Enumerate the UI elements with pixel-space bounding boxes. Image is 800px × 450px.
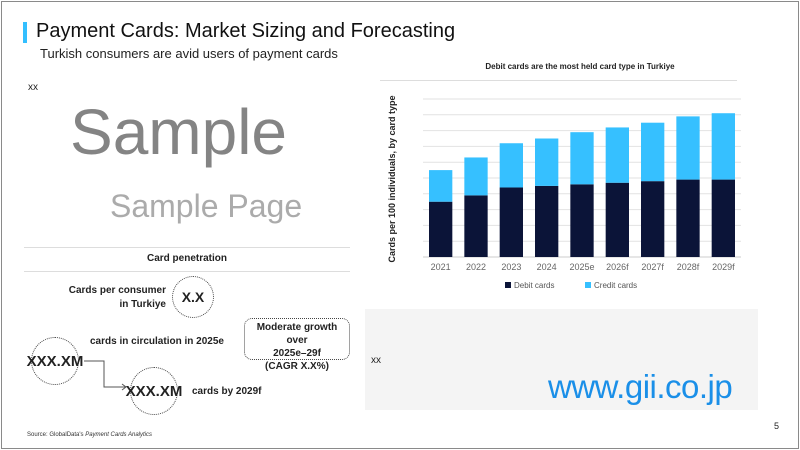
legend-swatch — [585, 282, 591, 288]
sample-watermark: Sample — [70, 96, 287, 168]
bar-debit-cards — [676, 179, 700, 257]
x-tick-label: 2027f — [641, 262, 664, 272]
bar-debit-cards — [641, 181, 665, 257]
growth-line: Moderate growth over — [256, 322, 338, 346]
cards-per-consumer-label: Cards per consumer in Turkiye — [68, 285, 166, 310]
chart-title: Debit cards are the most held card type … — [485, 62, 675, 71]
bar-credit-cards — [464, 157, 488, 196]
circulation-circle: XXX.XM — [27, 337, 83, 385]
card-penetration-title: Card penetration — [146, 253, 227, 264]
cards-per-consumer-value: X.X — [181, 289, 205, 305]
x-tick-label: 2028f — [677, 262, 700, 272]
legend-swatch — [505, 282, 511, 288]
bar-debit-cards — [570, 184, 594, 257]
bar-credit-cards — [641, 122, 665, 182]
circulation-label: cards in circulation in 2025e — [90, 336, 224, 347]
x-tick-label: 2023 — [501, 262, 521, 272]
x-tick-label: 2026f — [606, 262, 629, 272]
forecast-circle: XXX.XM — [126, 367, 182, 415]
page-subtitle: Turkish consumers are avid users of paym… — [40, 46, 338, 61]
bar-debit-cards — [429, 201, 453, 257]
growth-callout: Moderate growth over 2025e–29f (CAGR X.X… — [244, 318, 350, 372]
bar-credit-cards — [535, 138, 559, 186]
stacked-bar-chart: 2021 2022 2023 2024 2025e 2026f 2027f 2028f 2029… — [423, 98, 741, 290]
page-number: 5 — [774, 421, 780, 431]
growth-line: (CAGR X.X%) — [265, 361, 329, 372]
arrow-connector — [84, 360, 127, 391]
bar-debit-cards — [605, 182, 629, 257]
bar-credit-cards — [429, 170, 453, 202]
site-watermark: www.gii.co.jp — [548, 368, 733, 405]
x-tick-label: 2029f — [712, 262, 735, 272]
bar-credit-cards — [499, 143, 523, 188]
growth-line: 2025e–29f — [273, 348, 321, 359]
right-text-box — [365, 309, 758, 410]
sample-page-watermark: Sample Page — [110, 188, 303, 224]
bar-credit-cards — [711, 113, 735, 180]
bar-debit-cards — [535, 185, 559, 257]
source-note: Source: GlobalData's Payment Cards Analy… — [27, 432, 152, 438]
forecast-value: XXX.XM — [125, 382, 183, 400]
bar-credit-cards — [570, 132, 594, 185]
divider — [380, 80, 737, 81]
left-text-placeholder: xx — [28, 82, 38, 93]
circulation-value: XXX.XM — [26, 352, 84, 370]
source-italic: Payment Cards Analytics — [85, 432, 152, 438]
page-title: Payment Cards: Market Sizing and Forecas… — [36, 20, 456, 42]
x-tick-label: 2024 — [537, 262, 557, 272]
x-tick-label: 2025e — [569, 262, 594, 272]
legend-label: Credit cards — [594, 281, 637, 290]
forecast-label: cards by 2029f — [192, 386, 262, 397]
x-tick-label: 2021 — [431, 262, 451, 272]
divider — [24, 271, 350, 272]
x-tick-label: 2022 — [466, 262, 486, 272]
divider — [24, 247, 350, 248]
bar-credit-cards — [605, 127, 629, 183]
bar-debit-cards — [499, 187, 523, 257]
bar-debit-cards — [711, 179, 735, 257]
bar-debit-cards — [464, 195, 488, 257]
legend-label: Debit cards — [514, 281, 554, 290]
right-text-placeholder: xx — [371, 355, 381, 366]
title-accent-bar — [23, 22, 27, 43]
source-prefix: Source: GlobalData's — [27, 432, 86, 438]
bar-credit-cards — [676, 116, 700, 180]
cards-per-consumer-circle: X.X — [172, 276, 214, 318]
